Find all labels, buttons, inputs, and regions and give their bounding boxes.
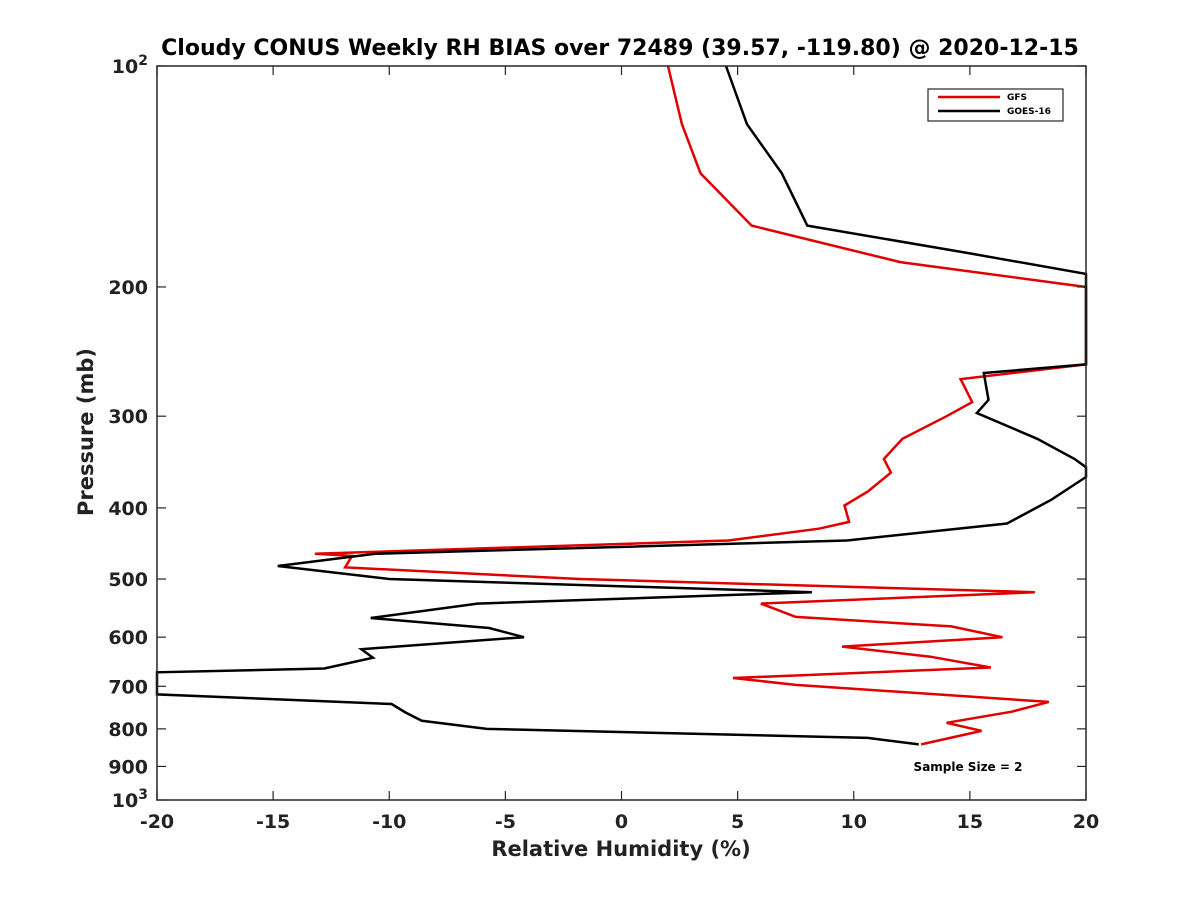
x-axis: -20 -15 -10 -5 0 5 10 15 20 [140,66,1099,833]
y-tick-label: 800 [108,719,148,741]
sample-size-annotation: Sample Size = 2 [914,760,1023,774]
legend-box [927,88,1064,122]
x-tick-label: 10 [841,811,867,833]
y-tick-label: 103 [112,787,148,812]
legend-label: GOES-16 [1007,107,1051,117]
x-tick-label: -10 [372,811,406,833]
chart-title: Cloudy CONUS Weekly RH BIAS over 72489 (… [161,36,1079,61]
y-tick-label: 600 [108,627,148,649]
x-tick-label: 20 [1073,811,1099,833]
x-tick-label: -5 [495,811,516,833]
y-tick-label: 400 [108,498,148,520]
y-tick-label: 300 [108,406,148,428]
y-tick-label: 900 [108,756,148,778]
y-tick-label: 102 [112,53,148,78]
x-tick-label: 15 [957,811,983,833]
legend: GFS GOES-16 [927,88,1064,122]
y-tick-label: 200 [108,277,148,299]
x-axis-title: Relative Humidity (%) [491,837,750,861]
y-tick-label: 700 [108,676,148,698]
x-tick-label: 0 [615,811,628,833]
x-tick-label: -20 [140,811,174,833]
legend-label: GFS [1007,93,1027,103]
y-axis-title: Pressure (mb) [74,348,98,516]
y-axis: 102 200 300 400 500 600 700 800 900 103 [108,53,1086,812]
x-tick-label: 5 [731,811,744,833]
x-tick-label: -15 [256,811,290,833]
y-tick-label: 500 [108,569,148,591]
